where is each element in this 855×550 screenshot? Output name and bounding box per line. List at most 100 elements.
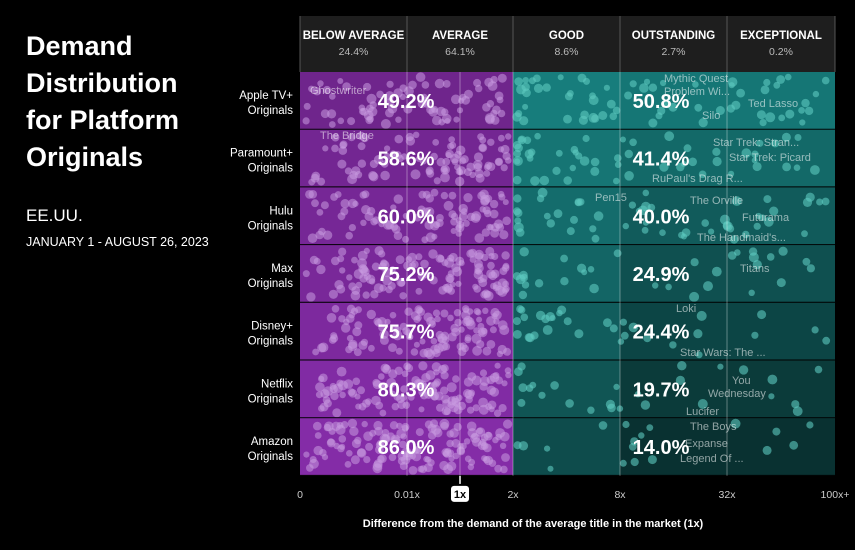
band-name: OUTSTANDING xyxy=(632,30,716,42)
dot-below xyxy=(415,72,426,82)
dot-below xyxy=(452,266,463,277)
dot-below xyxy=(311,199,319,208)
dot-above xyxy=(728,170,735,177)
dot-below xyxy=(342,82,351,91)
dot-below xyxy=(347,174,358,185)
dot-below xyxy=(431,362,442,372)
dot-below xyxy=(458,326,465,333)
dot-below xyxy=(455,280,462,287)
dot-below xyxy=(446,382,457,393)
dot-below xyxy=(500,465,508,474)
category-label: Hulu Originals xyxy=(248,205,294,232)
dot-below xyxy=(348,224,356,232)
dot-above xyxy=(759,119,767,127)
dot-below xyxy=(467,372,477,381)
dot-below xyxy=(499,442,507,449)
dot-above xyxy=(708,228,715,235)
dot-above xyxy=(619,318,628,326)
dot-below xyxy=(415,428,424,437)
dot-below xyxy=(401,370,409,378)
dot-above xyxy=(762,445,772,455)
dot-above xyxy=(567,90,574,97)
dot-below xyxy=(418,190,427,199)
dot-above xyxy=(698,118,708,128)
dot-above xyxy=(643,78,651,85)
dot-below xyxy=(473,78,482,87)
band-share: 24.4% xyxy=(339,46,369,58)
row-above-shade xyxy=(620,418,835,476)
dot-above xyxy=(518,383,528,392)
dot-below xyxy=(486,316,496,326)
dot-below xyxy=(354,171,363,179)
dot-below xyxy=(487,400,497,410)
dot-below xyxy=(407,393,415,401)
dot-above xyxy=(624,91,633,100)
dot-below xyxy=(429,276,438,285)
dot-above xyxy=(526,155,534,162)
dot-above xyxy=(806,264,816,273)
dot-below xyxy=(432,380,440,388)
title-annotation: RuPaul's Drag R... xyxy=(652,173,743,185)
title-annotation: The Boys xyxy=(690,421,737,433)
dot-below xyxy=(427,431,437,440)
dot-below xyxy=(303,102,311,110)
dot-above xyxy=(756,139,764,147)
dot-below xyxy=(379,329,389,339)
dot-below xyxy=(392,330,403,341)
band-header xyxy=(407,16,513,72)
dot-below xyxy=(494,464,503,473)
dot-above xyxy=(546,219,555,228)
dot-below xyxy=(421,236,429,244)
dot-above xyxy=(794,134,802,141)
dot-below xyxy=(422,99,431,108)
dot-above xyxy=(563,176,572,185)
dot-below xyxy=(457,166,466,175)
dot-above xyxy=(606,99,616,109)
dot-above xyxy=(697,399,708,409)
dot-below xyxy=(390,434,401,445)
dot-below xyxy=(498,134,505,142)
dot-below xyxy=(454,318,462,327)
dot-above xyxy=(513,441,522,450)
dot-below xyxy=(365,398,372,405)
band-share: 2.7% xyxy=(662,46,686,58)
band-header xyxy=(513,16,620,72)
dot-below xyxy=(462,219,470,227)
dot-below xyxy=(453,309,462,317)
dot-below xyxy=(344,461,352,468)
dot-below xyxy=(366,93,377,104)
dot-below xyxy=(464,455,472,463)
dot-below xyxy=(501,380,508,387)
dot-below xyxy=(473,152,484,162)
dot-above xyxy=(647,455,657,465)
dot-below xyxy=(498,404,507,413)
dot-below xyxy=(393,151,402,160)
dot-below xyxy=(451,212,459,221)
dot-below xyxy=(386,378,397,388)
dot-below xyxy=(461,344,469,353)
title-annotation: Star Wars: The ... xyxy=(680,347,766,359)
dot-above xyxy=(816,198,824,206)
dot-above xyxy=(613,383,620,390)
dot-above xyxy=(694,103,703,112)
dot-above xyxy=(748,247,758,256)
dot-below xyxy=(466,162,476,172)
dot-below xyxy=(308,190,318,199)
dot-below xyxy=(385,91,395,101)
dot-below xyxy=(396,278,406,287)
dot-below xyxy=(359,191,368,199)
dot-below xyxy=(326,313,337,323)
dot-below xyxy=(501,264,510,272)
category-label: Paramount+ Originals xyxy=(230,148,293,175)
dot-below xyxy=(338,435,347,443)
above-share-label: 41.4% xyxy=(633,149,690,171)
dot-above xyxy=(517,362,526,371)
below-share-label: 75.2% xyxy=(378,264,435,286)
dot-below xyxy=(393,194,403,204)
dot-below xyxy=(482,206,491,215)
title-annotation: Lucifer xyxy=(686,406,719,418)
dot-above xyxy=(756,110,766,120)
dot-below xyxy=(372,380,382,390)
dot-below xyxy=(346,334,354,342)
dot-below xyxy=(440,191,449,200)
